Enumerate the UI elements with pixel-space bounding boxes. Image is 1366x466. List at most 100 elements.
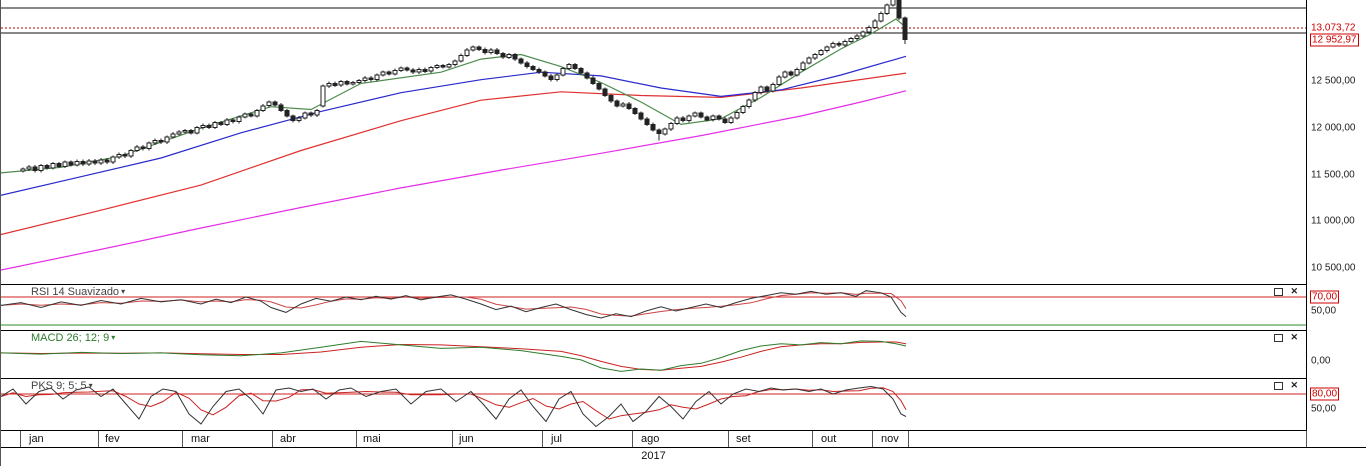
ma-short-green-line — [1, 18, 907, 174]
candle-body — [392, 69, 398, 75]
candle-body — [50, 163, 56, 169]
pks-chart[interactable] — [1, 379, 1306, 431]
candle — [464, 48, 470, 58]
candle-body — [752, 92, 758, 101]
candle — [110, 155, 116, 164]
candle — [344, 79, 350, 86]
candle-body — [140, 146, 146, 150]
candle-body — [896, 0, 902, 19]
rsi-panel[interactable]: RSI 14 Suavizado ▾ ✕ — [1, 285, 1306, 331]
candle-body — [386, 71, 392, 75]
macd-panel-controls: ✕ — [1274, 333, 1298, 342]
candle — [206, 123, 212, 129]
candle — [410, 68, 416, 74]
candle — [626, 102, 632, 111]
candle — [446, 63, 452, 69]
month-label-jul: jul — [551, 433, 563, 445]
pks-panel[interactable]: PKS 9; 5; 5 ▾ ✕ — [1, 379, 1306, 431]
macd-zero-label: 0,00 — [1310, 355, 1332, 367]
candle — [902, 16, 908, 45]
macd-maximize-button[interactable] — [1274, 333, 1284, 342]
month-label-fev: fev — [105, 433, 120, 445]
candle — [260, 104, 266, 113]
candle-body — [452, 60, 458, 66]
candle-body — [650, 123, 656, 131]
pks-label-text: PKS 9; 5; 5 — [31, 380, 87, 392]
candle-body — [356, 80, 362, 83]
candle — [782, 70, 788, 79]
candle-body — [890, 0, 896, 6]
macd-close-button[interactable]: ✕ — [1290, 332, 1298, 342]
candle-body — [80, 160, 86, 165]
candle-body — [74, 160, 80, 166]
price-axis[interactable]: 13.073,72 12 952,97 12 500,00 12 000,00 11 5… — [1306, 0, 1366, 431]
candle-body — [464, 49, 470, 56]
candle-body — [338, 81, 344, 86]
candle — [836, 41, 842, 47]
candle — [296, 116, 302, 123]
price-tick-label: 12 000,00 — [1310, 122, 1357, 134]
candle-body — [830, 42, 836, 48]
macd-chart[interactable] — [1, 331, 1306, 379]
candle — [752, 91, 758, 102]
candle-body — [518, 58, 524, 64]
candle-body — [422, 68, 428, 72]
month-tick — [872, 431, 873, 447]
rsi-chart[interactable] — [1, 285, 1306, 331]
candle-body — [560, 68, 566, 76]
candle-body — [290, 115, 296, 122]
alert-level-label: 13.073,72 — [1310, 22, 1357, 34]
candle-body — [656, 129, 662, 135]
pks-close-button[interactable]: ✕ — [1290, 380, 1298, 390]
macd-panel[interactable]: MACD 26; 12; 9 ▾ ✕ — [1, 331, 1306, 379]
candle — [98, 158, 104, 165]
candle — [830, 41, 836, 49]
candle-body — [344, 81, 350, 85]
chevron-down-icon: ▾ — [121, 287, 126, 296]
pks-maximize-button[interactable] — [1274, 381, 1284, 390]
candle — [92, 159, 98, 165]
candle — [548, 74, 554, 82]
candle-body — [218, 122, 224, 125]
candle — [398, 66, 404, 72]
candle-body — [884, 4, 890, 14]
price-panel[interactable] — [1, 0, 1306, 285]
candle-body — [638, 112, 644, 120]
rsi-close-button[interactable]: ✕ — [1290, 286, 1298, 296]
candle — [686, 114, 692, 123]
month-label-ago: ago — [641, 433, 660, 445]
candle — [284, 108, 290, 118]
candle-body — [122, 153, 128, 157]
candle-body — [758, 86, 764, 94]
time-axis[interactable]: jan fev mar abr mai jun jul ago set out nov — [1, 431, 1366, 448]
candle — [860, 30, 866, 38]
candle-body — [278, 104, 284, 111]
rsi-indicator-label[interactable]: RSI 14 Suavizado ▾ — [31, 286, 125, 298]
candle-body — [272, 101, 278, 106]
candle — [770, 82, 776, 93]
candle-body — [260, 105, 266, 112]
candle — [290, 114, 296, 123]
candle-body — [236, 116, 242, 123]
candle — [554, 73, 560, 82]
month-label-out: out — [821, 433, 837, 445]
candle-body — [770, 83, 776, 92]
candle-body — [170, 133, 176, 138]
ma-long-magenta-line — [1, 90, 907, 271]
candle — [530, 64, 536, 72]
candle-body — [32, 166, 38, 172]
candle — [566, 63, 572, 71]
pks-indicator-label[interactable]: PKS 9; 5; 5 ▾ — [31, 380, 93, 392]
candle-body — [116, 153, 122, 158]
price-tick-label: 11 000,00 — [1310, 215, 1356, 227]
candle — [62, 160, 68, 169]
rsi-maximize-button[interactable] — [1274, 287, 1284, 296]
candle-body — [332, 82, 338, 86]
candle — [632, 106, 638, 115]
candle-body — [620, 103, 626, 107]
macd-label-text: MACD 26; 12; 9 — [31, 332, 110, 344]
candle — [740, 105, 746, 114]
candlestick-chart[interactable] — [1, 0, 1306, 285]
candle-body — [26, 166, 32, 170]
macd-indicator-label[interactable]: MACD 26; 12; 9 ▾ — [31, 332, 115, 344]
